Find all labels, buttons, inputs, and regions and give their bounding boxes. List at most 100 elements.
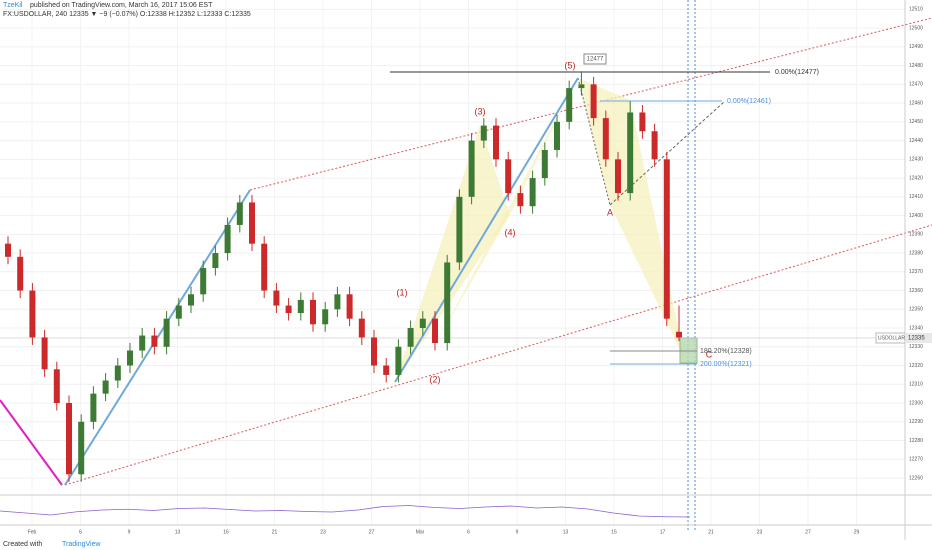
harmonic-pattern (435, 78, 578, 345)
candle-body (602, 118, 609, 160)
symbol-tag-text: USDOLLAR (878, 335, 905, 341)
fib-label: 0.00%(12461) (727, 98, 771, 105)
y-tick-label: 12300 (909, 400, 923, 406)
candle-body (163, 318, 170, 347)
candle-body (5, 243, 11, 257)
y-tick-label: 12270 (909, 457, 923, 463)
point-label: C (706, 349, 713, 359)
channel-upper (249, 17, 932, 191)
candle-body (236, 202, 243, 225)
candle-body (639, 112, 646, 132)
y-tick-label: 12460 (909, 100, 923, 106)
y-tick-label: 12450 (909, 119, 923, 125)
x-tick-label: 13 (563, 529, 569, 535)
y-tick-label: 12410 (909, 194, 923, 200)
candle-body (627, 112, 634, 194)
dashed-leg (577, 77, 611, 206)
candle-body (175, 305, 182, 319)
candle-body (651, 131, 658, 160)
x-tick-label: 9 (516, 529, 519, 535)
y-tick-label: 12350 (909, 307, 923, 313)
footer-brand: TradingView (62, 541, 101, 548)
candle-body (285, 305, 292, 314)
candle-body (212, 253, 219, 269)
x-tick-label: Mar (416, 529, 425, 535)
x-tick-label: 29 (854, 529, 860, 535)
y-tick-label: 12320 (909, 363, 923, 369)
candle-body (346, 294, 353, 319)
candle-body (188, 294, 194, 306)
callout-text: 12477 (587, 57, 604, 63)
y-tick-label: 12290 (909, 419, 923, 425)
fib-label: 200.00%(12321) (700, 361, 752, 368)
x-tick-label: 23 (757, 529, 763, 535)
candle-body (493, 125, 499, 160)
candle-body (371, 337, 377, 366)
wave-label: (2) (430, 374, 441, 384)
candle-body (590, 84, 597, 119)
y-tick-label: 12360 (909, 288, 923, 294)
x-tick-label: 13 (175, 529, 181, 535)
candle-body (273, 290, 280, 306)
symbol-line: FX:USDOLLAR, 240 12335 ▼ −9 (−0.07%) O:1… (3, 11, 251, 18)
candle-body (322, 309, 329, 325)
y-tick-label: 12370 (909, 269, 923, 275)
candle-body (480, 125, 487, 141)
y-tick-label: 12260 (909, 475, 923, 481)
trend-line (64, 189, 251, 486)
wave-label: (1) (397, 287, 408, 297)
y-tick-label: 12310 (909, 382, 923, 388)
candle-body (468, 140, 475, 197)
candle-body (566, 88, 573, 122)
published: published on TradingView.com, March 16, … (30, 2, 213, 9)
candle-body (663, 159, 670, 319)
y-tick-label: 12480 (909, 63, 923, 69)
candle-body (310, 299, 316, 325)
candle-body (419, 318, 426, 329)
candle-body (517, 193, 524, 207)
candle-body (29, 290, 36, 338)
candle-body (139, 335, 146, 351)
trend-line (0, 399, 63, 486)
candle-body (200, 268, 207, 295)
fib-label: 0.00%(12477) (775, 69, 819, 76)
candle-body (297, 299, 304, 314)
candle-body (114, 365, 121, 381)
y-tick-label: 12420 (909, 175, 923, 181)
candle-body (383, 365, 390, 375)
candle-body (395, 346, 402, 375)
rsi-pane (0, 505, 691, 518)
candle-body (444, 262, 451, 344)
candle-body (541, 149, 548, 179)
candle-body (53, 369, 60, 404)
y-tick-label: 12400 (909, 213, 923, 219)
candle-body (554, 121, 560, 150)
x-tick-label: 23 (320, 529, 326, 535)
x-tick-label: 15 (611, 529, 617, 535)
x-tick-label: 27 (369, 529, 375, 535)
candle-body (432, 318, 438, 344)
channel-lower (64, 224, 932, 486)
y-tick-label: 12490 (909, 44, 923, 50)
rsi-line (0, 505, 691, 518)
x-tick-label: 6 (467, 529, 470, 535)
y-tick-label: 12500 (909, 25, 923, 31)
x-tick-label: 16 (223, 529, 229, 535)
y-tick-label: 12510 (909, 7, 923, 13)
candles (5, 71, 682, 482)
y-tick-label: 12330 (909, 344, 923, 350)
point-label: A (607, 207, 613, 217)
candle-body (41, 337, 48, 370)
price-tag-text: 12335 (908, 336, 925, 342)
candle-body (66, 403, 72, 475)
candle-body (358, 318, 365, 338)
x-tick-label: 17 (660, 529, 666, 535)
author: TzeKil (3, 2, 23, 9)
y-tick-label: 12340 (909, 325, 923, 331)
wave-label: (3) (475, 106, 486, 116)
candle-body (102, 380, 109, 394)
candle-body (90, 393, 97, 422)
candle-body (261, 243, 268, 291)
candle-body (78, 421, 85, 475)
